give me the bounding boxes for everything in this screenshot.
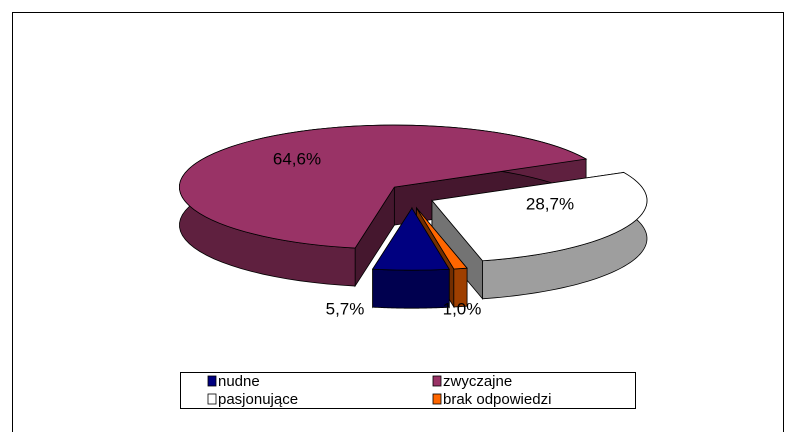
- data-label: 28,7%: [526, 194, 574, 213]
- pie: [179, 124, 648, 309]
- slice-top: [431, 172, 648, 262]
- slice: [371, 206, 450, 309]
- data-label: 64,6%: [273, 149, 321, 168]
- slice-top: [416, 207, 468, 270]
- slice-side: [372, 268, 450, 309]
- legend-label: brak odpowiedzi: [443, 391, 551, 408]
- slice: [431, 171, 648, 300]
- legend-label: zwyczajne: [443, 373, 512, 390]
- legend-label: pasjonujące: [218, 391, 298, 408]
- legend-label: nudne: [218, 373, 260, 390]
- legend-box: [180, 372, 636, 409]
- legend-swatch: [207, 375, 217, 387]
- slice-top: [371, 207, 450, 271]
- data-label: 5,7%: [326, 299, 365, 318]
- legend-swatch: [432, 393, 442, 405]
- legend-swatch: [207, 393, 217, 405]
- legend-swatch: [432, 375, 442, 387]
- data-label: 1,0%: [443, 299, 482, 318]
- legend: nudne zwyczajne pasjonujące brak odpowiedzi: [207, 373, 551, 408]
- slice-top: [179, 124, 588, 249]
